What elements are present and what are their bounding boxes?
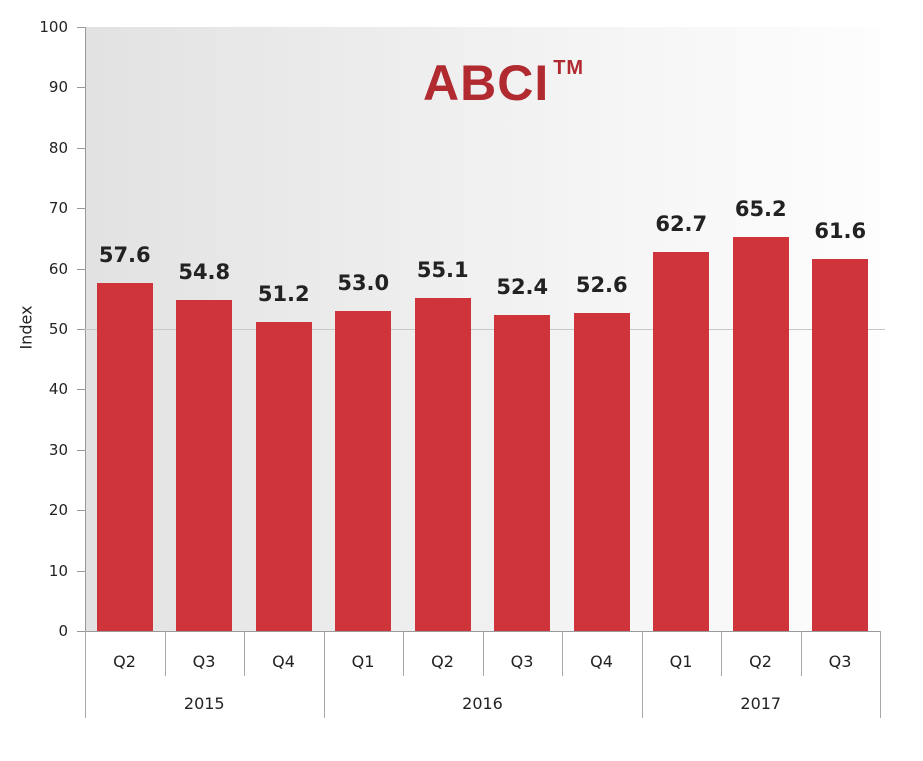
chart-title: ABCI TM: [423, 55, 585, 111]
y-tick-label: 0: [58, 622, 68, 640]
x-category-label: Q4: [590, 652, 613, 671]
bar-value-label: 52.4: [496, 274, 549, 299]
x-category-label: Q1: [669, 652, 693, 671]
bar-value-label: 57.6: [98, 243, 151, 268]
x-category-label: Q2: [749, 652, 772, 671]
y-tick-mark: [77, 87, 85, 89]
category-separator: [403, 631, 404, 676]
x-group-label: 2015: [183, 694, 225, 713]
y-tick-label: 50: [48, 320, 68, 338]
y-tick-label: 10: [48, 561, 68, 580]
y-tick-label: 90: [48, 78, 68, 97]
bar-value-label: 61.6: [814, 218, 867, 243]
bar-value-label: 65.2: [734, 197, 787, 222]
bar: [732, 237, 789, 631]
y-tick-mark: [77, 208, 85, 210]
y-tick-label: 80: [48, 138, 68, 157]
y-tick-label: 100: [39, 18, 68, 36]
x-category-label: Q3: [510, 652, 534, 671]
x-group-label: 2017: [740, 694, 782, 713]
y-tick-label: 70: [48, 199, 68, 218]
bar: [414, 298, 471, 631]
group-separator: [641, 631, 643, 718]
reference-line-50: [85, 329, 885, 330]
bar-value-label: 53.0: [337, 270, 390, 295]
y-tick-mark: [77, 268, 85, 270]
category-separator: [164, 631, 166, 676]
y-tick-label: 20: [48, 501, 68, 520]
y-tick-label: 60: [48, 259, 68, 278]
x-category-label: Q4: [272, 652, 295, 671]
category-separator: [800, 631, 802, 676]
category-separator: [244, 631, 245, 676]
bar: [255, 321, 312, 631]
x-category-label: Q2: [113, 652, 136, 671]
group-separator: [323, 631, 325, 718]
category-separator: [721, 631, 722, 676]
x-category-label: Q2: [431, 652, 454, 671]
x-category-label: Q3: [828, 652, 852, 671]
y-tick-mark: [77, 510, 85, 512]
y-tick-mark: [77, 631, 85, 632]
trademark-mark: TM: [553, 57, 585, 80]
x-category-label: Q1: [351, 652, 375, 671]
y-tick-mark: [77, 570, 85, 572]
category-separator: [562, 631, 563, 676]
x-group-label: 2016: [462, 694, 503, 713]
y-tick-label: 30: [48, 440, 68, 459]
group-separator: [85, 631, 86, 718]
bar-value-label: 52.6: [575, 273, 628, 298]
bar: [96, 283, 153, 631]
group-separator: [880, 631, 881, 718]
y-tick-mark: [77, 449, 85, 451]
bar: [812, 258, 869, 631]
bar: [653, 252, 710, 631]
bar-value-label: 54.8: [178, 260, 231, 284]
y-tick-mark: [77, 329, 85, 330]
bar-value-label: 62.7: [655, 212, 708, 237]
bar-value-label: 55.1: [416, 258, 469, 283]
bar: [573, 313, 630, 631]
y-tick-mark: [77, 147, 85, 149]
bar-value-label: 51.2: [257, 281, 310, 306]
bar: [335, 310, 392, 631]
y-tick-mark: [77, 27, 85, 28]
bar: [176, 300, 233, 631]
y-tick-label: 40: [48, 380, 68, 399]
y-tick-mark: [77, 389, 85, 391]
x-category-label: Q3: [192, 652, 216, 671]
category-separator: [482, 631, 484, 676]
bar: [494, 314, 551, 631]
